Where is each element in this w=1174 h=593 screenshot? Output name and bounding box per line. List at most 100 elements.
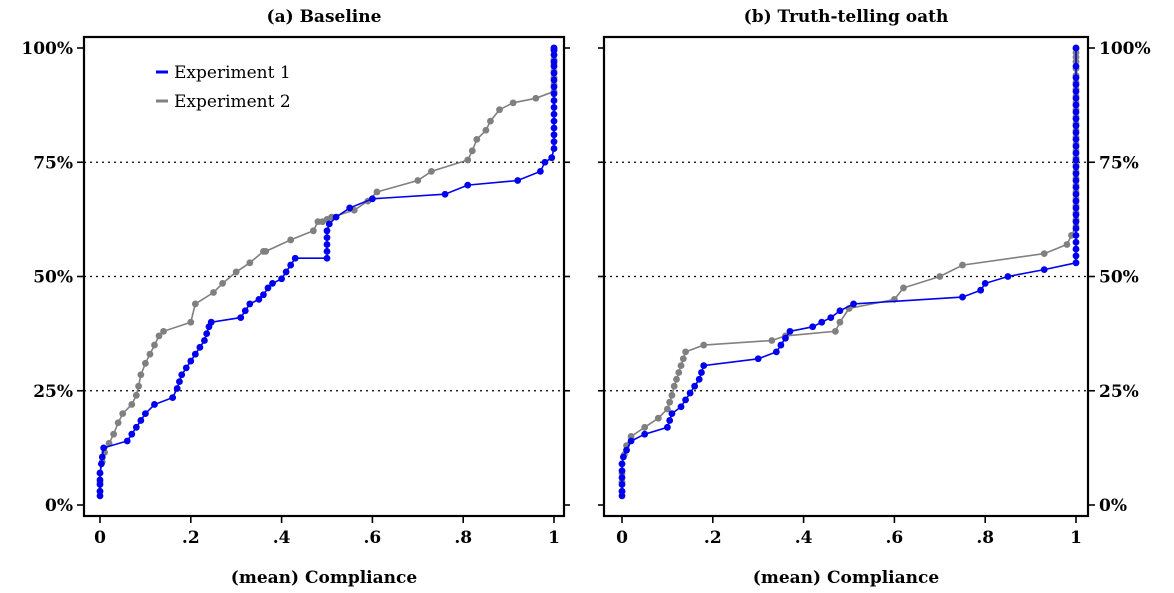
y-tick-label: 100% [1099, 39, 1151, 59]
data-point [414, 177, 422, 184]
data-point [373, 188, 381, 196]
series-line-2 [621, 48, 1077, 492]
data-point [641, 423, 649, 431]
data-point [232, 268, 240, 276]
data-point [282, 268, 290, 276]
data-point [1063, 241, 1071, 248]
x-tick-label: .8 [454, 528, 472, 548]
data-point [682, 348, 689, 356]
panel-baseline: (a) Baseline 0 .2 .4 .6 .8 1 (mean) Compliance 0… [21, 7, 570, 588]
series-line-1 [99, 48, 555, 496]
data-point [323, 234, 331, 242]
data-point [155, 332, 163, 340]
x-tick-label: .6 [364, 528, 382, 548]
data-point [675, 369, 683, 376]
x-tick-label: .2 [704, 528, 722, 548]
data-point [936, 273, 944, 280]
legend: Experiment 1 Experiment 2 [156, 63, 291, 112]
data-point [464, 181, 472, 189]
data-point [550, 58, 558, 66]
data-point [666, 398, 674, 406]
data-point [428, 167, 435, 175]
data-point [668, 410, 676, 417]
data-point [237, 314, 245, 322]
data-point [618, 474, 626, 481]
y-tick-label: 25% [33, 382, 73, 402]
data-point [487, 117, 494, 125]
data-point [441, 190, 449, 198]
data-point [1072, 108, 1080, 116]
data-point [550, 90, 558, 98]
data-point [959, 261, 966, 269]
data-point [670, 382, 678, 390]
data-point [768, 337, 776, 344]
data-point [618, 467, 626, 475]
data-point [119, 410, 127, 417]
data-point [100, 444, 108, 452]
data-point [1072, 163, 1080, 171]
data-point [219, 279, 226, 287]
data-point [309, 227, 317, 235]
x-tick-label: .4 [273, 528, 291, 548]
data-point [1072, 170, 1080, 178]
data-point [264, 284, 272, 292]
data-point [496, 106, 503, 114]
data-point [836, 307, 844, 315]
data-point [700, 362, 708, 370]
data-point [196, 343, 204, 351]
data-point [827, 314, 835, 322]
data-point [1072, 218, 1080, 226]
data-point [700, 341, 708, 349]
data-point [1040, 250, 1048, 258]
data-point [959, 293, 966, 301]
data-point [178, 371, 186, 379]
data-point [1072, 101, 1080, 109]
data-point [110, 430, 118, 438]
data-point [1072, 136, 1080, 143]
data-point [346, 204, 354, 212]
data-point [641, 430, 649, 438]
data-point [1072, 94, 1080, 102]
data-point [1072, 142, 1080, 150]
data-point [169, 394, 177, 402]
data-point [618, 460, 626, 468]
data-point [691, 382, 699, 390]
data-point [210, 289, 217, 296]
x-axis-label: (mean) Compliance [753, 568, 940, 588]
data-point [532, 94, 540, 102]
data-point [619, 453, 627, 461]
data-point [323, 241, 331, 248]
data-point [96, 487, 104, 495]
data-point [1072, 115, 1080, 123]
data-point [97, 460, 105, 468]
data-point [203, 330, 211, 338]
data-point [96, 476, 104, 484]
data-point [977, 286, 985, 294]
series-line-1 [621, 48, 1077, 496]
data-point [473, 136, 481, 143]
y-tick-label: 75% [1099, 153, 1139, 173]
data-point [128, 401, 136, 408]
data-point [176, 378, 183, 386]
data-point [1072, 238, 1080, 246]
x-tick-label: 1 [1070, 528, 1082, 548]
data-point [1072, 183, 1080, 191]
data-point [132, 423, 140, 431]
legend-label: Experiment 2 [174, 92, 291, 112]
data-point [255, 295, 263, 303]
data-point [550, 138, 558, 146]
data-point [627, 437, 635, 445]
data-point [695, 375, 703, 383]
data-point [550, 76, 558, 84]
data-point [262, 247, 270, 255]
data-point [1072, 44, 1080, 52]
x-tick-label: 0 [94, 528, 106, 548]
data-point [981, 279, 989, 287]
data-point [900, 284, 907, 292]
data-point [1072, 129, 1080, 136]
data-point [1072, 211, 1080, 219]
data-point [323, 254, 331, 262]
x-tick-label: .4 [795, 528, 813, 548]
data-point [1072, 231, 1080, 239]
